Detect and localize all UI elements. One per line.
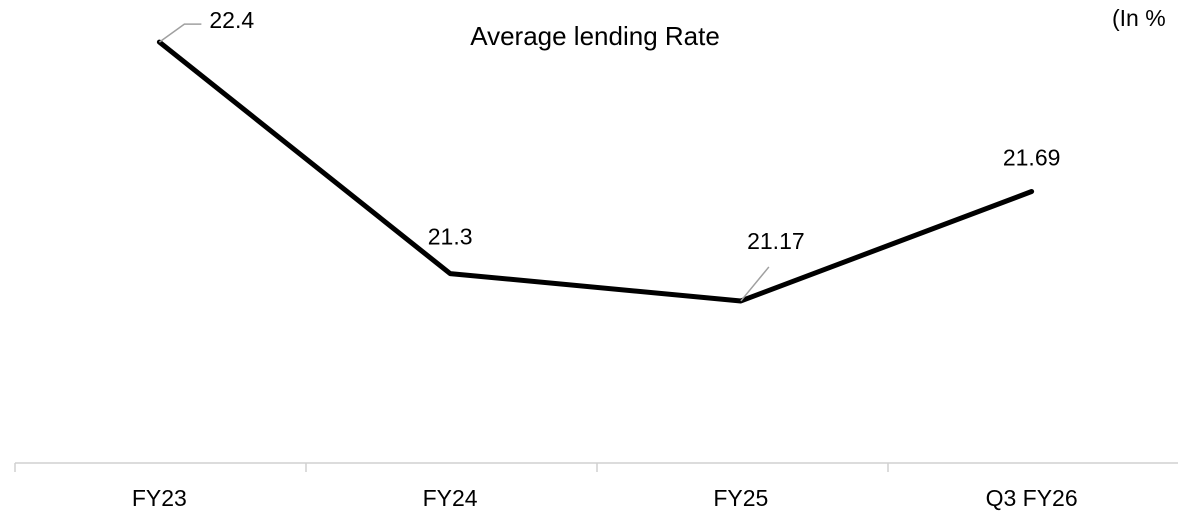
line <box>156 39 1035 304</box>
x-tick-label: Q3 FY26 <box>986 485 1078 511</box>
leader-line <box>158 23 202 43</box>
leader-line <box>740 266 770 302</box>
data-label: 21.3 <box>428 224 473 250</box>
x-tick-label: FY25 <box>713 485 768 511</box>
data-label: 21.69 <box>1003 145 1061 171</box>
data-label: 22.4 <box>209 7 254 33</box>
chart-subtitle: (In % <box>1112 5 1166 31</box>
x-tick-label: FY23 <box>132 485 187 511</box>
x-tick-label: FY24 <box>423 485 478 511</box>
data-label: 21.17 <box>747 228 805 254</box>
x-axis-ticks <box>14 463 889 472</box>
chart-title: Average lending Rate <box>470 21 720 51</box>
